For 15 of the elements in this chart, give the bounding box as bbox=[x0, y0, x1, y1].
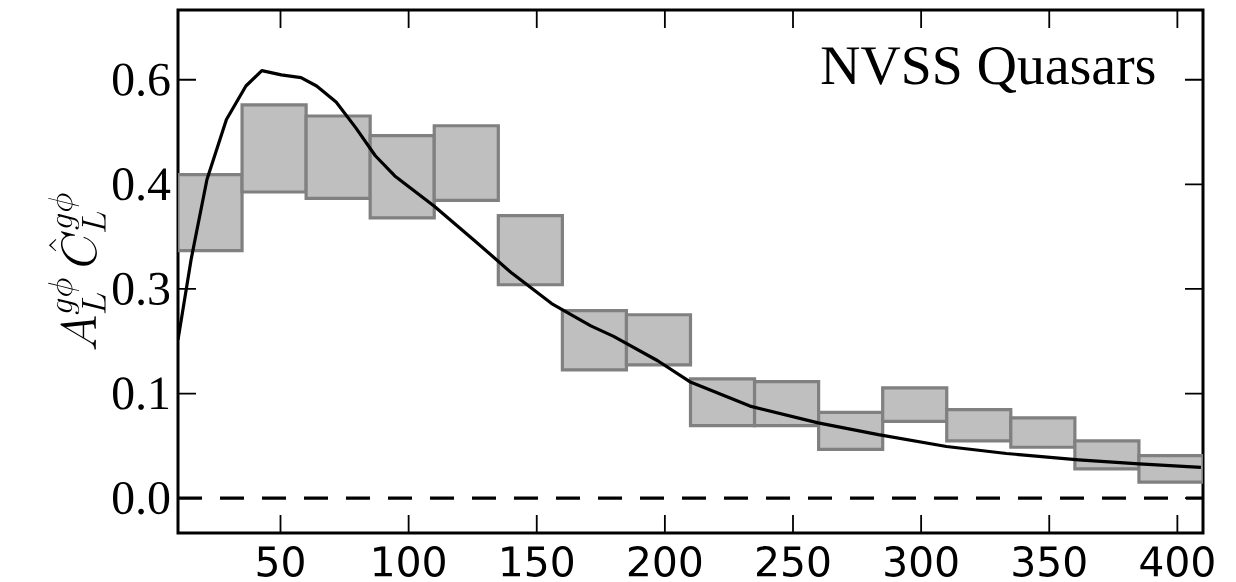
x-tick-label: 400 bbox=[1140, 546, 1214, 577]
x-tick-label: 50 bbox=[257, 546, 304, 577]
y-tick-label: 0.1 bbox=[113, 377, 169, 410]
annotation: NVSS Quasars bbox=[821, 47, 1155, 93]
y-tick-label: 0.6 bbox=[113, 63, 170, 96]
x-tick-label: 100 bbox=[374, 546, 445, 577]
x-tick-label: 300 bbox=[885, 546, 958, 577]
y-tick-label: 0.3 bbox=[113, 272, 170, 306]
x-tick-label: 350 bbox=[1013, 546, 1086, 577]
y-axis-title: $A_L^{g\phi}\,\hat{C}_L^{g\phi}$ bbox=[48, 193, 106, 350]
x-tick-label: 150 bbox=[502, 546, 574, 577]
x-tick-label: 250 bbox=[757, 546, 830, 577]
x-tick-label: 200 bbox=[628, 546, 702, 577]
y-tick-label: 0.0 bbox=[113, 481, 170, 515]
y-tick-label: 0.4 bbox=[113, 168, 171, 201]
